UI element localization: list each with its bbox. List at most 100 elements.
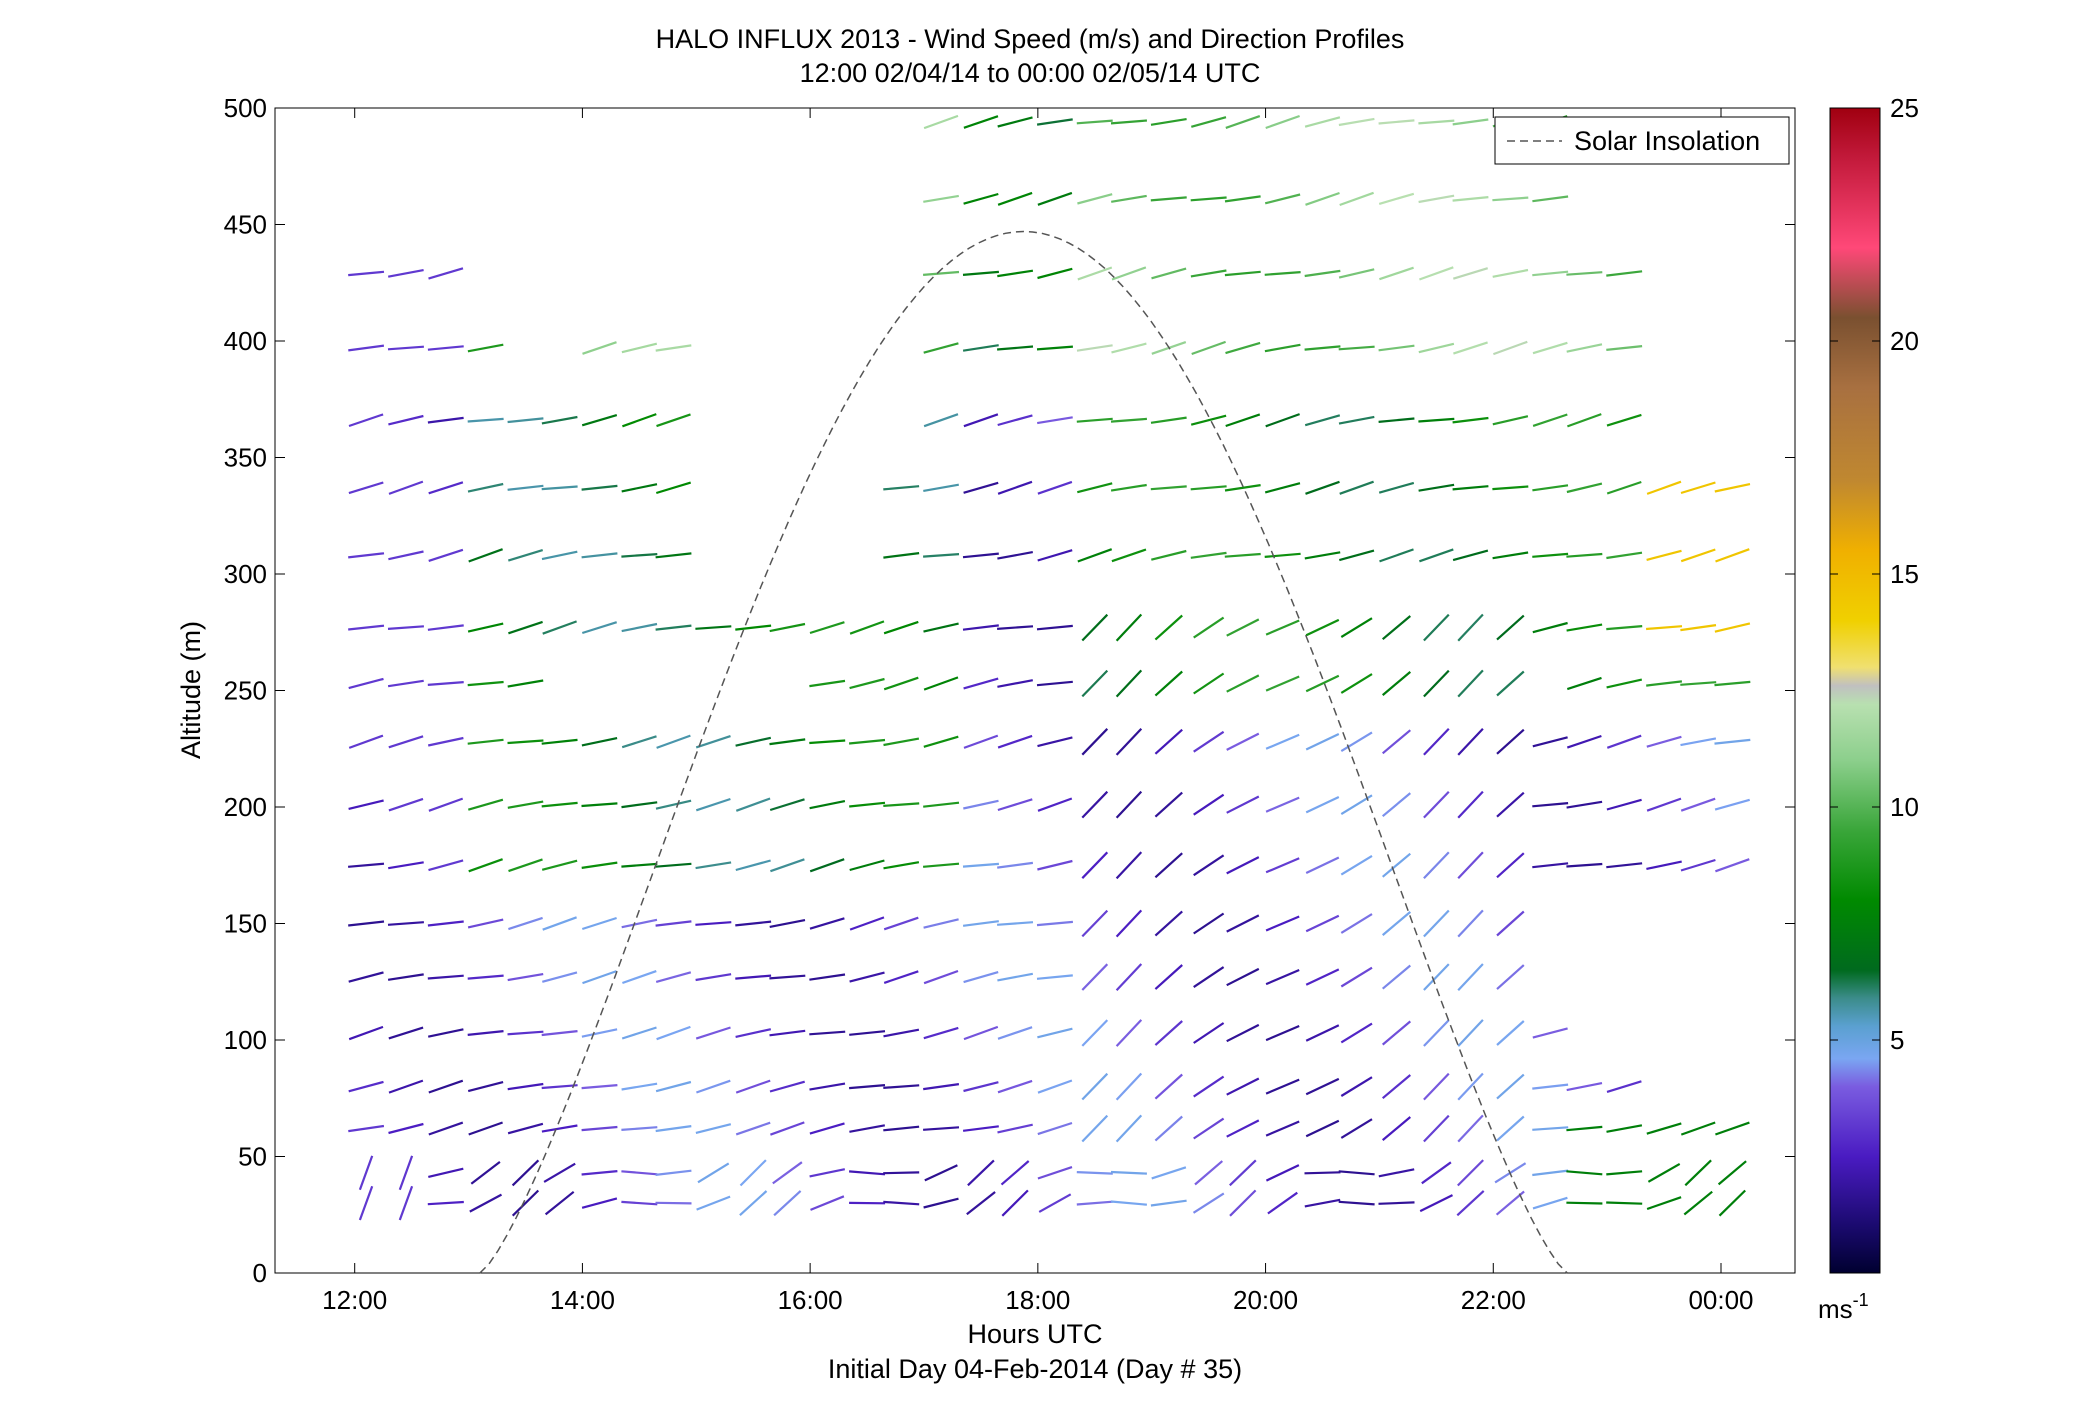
wind-barb [427, 974, 464, 980]
wind-barb [809, 1082, 846, 1091]
wind-barb [1000, 1160, 1030, 1186]
wind-barb [1229, 1189, 1257, 1217]
wind-barb [1379, 548, 1414, 563]
wind-barb [1457, 963, 1484, 991]
wind-barb [1115, 851, 1143, 880]
wind-barb [1452, 416, 1489, 424]
wind-barb [1150, 485, 1187, 491]
wind-barb [1453, 341, 1488, 355]
wind-barb [1110, 417, 1147, 423]
wind-barb [1154, 852, 1183, 879]
wind-barb [581, 737, 618, 747]
wind-barb [1037, 480, 1073, 495]
wind-barb [621, 1200, 658, 1206]
wind-barb [467, 680, 504, 687]
wind-barb [1190, 485, 1227, 491]
wind-barb [1151, 1166, 1187, 1180]
wind-barb [581, 1125, 618, 1132]
wind-barb [1340, 913, 1373, 934]
wind-barb [883, 620, 919, 635]
wind-barb [1190, 269, 1227, 278]
wind-barb [1340, 617, 1373, 638]
x-tick-label: 00:00 [1688, 1285, 1753, 1315]
wind-barb [1378, 481, 1415, 494]
wind-barb [1714, 798, 1750, 811]
wind-barb [1265, 733, 1300, 750]
wind-barb [1646, 625, 1683, 631]
wind-barb [1457, 1159, 1484, 1187]
wind-barb [695, 921, 732, 926]
wind-barb [581, 621, 618, 635]
wind-barb [1680, 737, 1717, 747]
wind-barb [1492, 551, 1529, 560]
wind-barb [543, 1162, 576, 1183]
wind-barb [1115, 790, 1143, 819]
wind-barb [809, 1030, 846, 1036]
colorbar-tick-label: 5 [1890, 1025, 1904, 1055]
wind-barb [1111, 266, 1147, 281]
legend-label-solar: Solar Insolation [1574, 126, 1760, 156]
wind-barb [883, 1171, 920, 1175]
wind-barb [1381, 615, 1412, 641]
wind-barb [1606, 678, 1643, 689]
wind-barb [655, 1080, 692, 1093]
wind-barb [1077, 482, 1113, 494]
y-axis-ticks: 0 50 100 150 200 250 300 350 400 450 500 [224, 93, 1795, 1288]
wind-barb [1037, 1166, 1073, 1180]
wind-barb [1496, 791, 1525, 818]
wind-barb [1150, 118, 1187, 126]
wind-barb [621, 1082, 658, 1091]
wind-barb [1193, 616, 1225, 639]
wind-barb [1224, 552, 1261, 558]
wind-barb [1423, 613, 1450, 642]
wind-barb [1496, 1020, 1525, 1046]
wind-barb [1452, 118, 1489, 126]
wind-barb [1076, 344, 1113, 352]
wind-barb [1037, 797, 1073, 812]
wind-barb [1496, 728, 1525, 755]
wind-barb [1493, 340, 1528, 356]
wind-barb [1418, 342, 1455, 354]
wind-barb [1680, 1121, 1716, 1136]
wind-barb [1081, 963, 1109, 991]
wind-barb [507, 484, 544, 491]
wind-barb [1037, 1079, 1073, 1094]
wind-barb [1606, 480, 1642, 495]
wind-barb [1340, 1022, 1373, 1044]
wind-barb [1150, 1199, 1187, 1207]
wind-barb [1225, 413, 1261, 428]
wind-barb [467, 1030, 504, 1036]
wind-barb [1226, 914, 1260, 933]
wind-barb [656, 413, 691, 428]
wind-barb [1457, 790, 1484, 819]
wind-barb [387, 679, 424, 688]
wind-barb [1081, 790, 1109, 819]
wind-barb [1265, 1120, 1300, 1137]
wind-barb [348, 971, 384, 983]
wind-barb [1452, 267, 1489, 280]
wind-barb [963, 971, 999, 984]
wind-barb [1110, 119, 1147, 125]
colorbar-scale [1829, 107, 1881, 1274]
wind-barb [1338, 345, 1375, 351]
wind-barb [1154, 1020, 1183, 1046]
wind-barb [1305, 733, 1340, 751]
x-axis-ticks: 12:00 14:00 16:00 18:00 20:00 22:00 00:00 [322, 108, 1754, 1315]
wind-barb [1193, 730, 1225, 753]
wind-barb [348, 552, 385, 559]
wind-barb [387, 345, 424, 351]
wind-barb [1037, 267, 1073, 280]
wind-barb [1194, 1160, 1224, 1186]
wind-barb [1150, 196, 1187, 202]
wind-barb [1193, 912, 1225, 935]
wind-barb [1037, 416, 1073, 425]
wind-barb [963, 734, 999, 749]
wind-barb [1226, 732, 1260, 751]
wind-barb [1037, 1121, 1073, 1136]
wind-barb [1715, 548, 1750, 563]
wind-barb [769, 798, 805, 812]
wind-barb [428, 267, 464, 280]
wind-barb [621, 862, 658, 868]
wind-barb [1381, 852, 1412, 878]
wind-barb [809, 621, 845, 635]
